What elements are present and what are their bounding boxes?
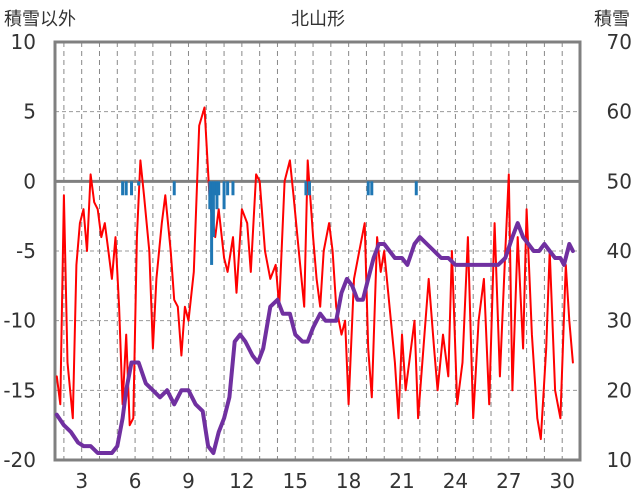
precip-bar bbox=[121, 181, 125, 196]
left-tick-label: 5 bbox=[23, 100, 36, 124]
right-axis-title: 積雪 bbox=[594, 9, 630, 30]
x-tick-label: 9 bbox=[182, 469, 195, 493]
chart-title: 北山形 bbox=[291, 9, 345, 30]
x-tick-label: 12 bbox=[229, 469, 254, 493]
right-tick-label: 20 bbox=[607, 378, 632, 402]
precip-bar bbox=[211, 181, 215, 238]
precip-bar bbox=[370, 181, 374, 196]
right-tick-label: 50 bbox=[607, 169, 632, 193]
series-layer bbox=[54, 106, 575, 455]
precip-bar bbox=[307, 181, 311, 196]
precip-bar bbox=[231, 181, 235, 196]
left-tick-label: 0 bbox=[23, 169, 36, 193]
precip-bar bbox=[130, 181, 134, 196]
snow-depth-line bbox=[54, 221, 575, 455]
precip-bar bbox=[226, 181, 230, 196]
right-tick-label: 10 bbox=[607, 448, 632, 472]
precip-bar bbox=[222, 181, 226, 210]
plot-frame bbox=[53, 40, 582, 462]
precip-bar bbox=[304, 181, 308, 196]
left-tick-label: 10 bbox=[11, 30, 36, 54]
left-tick-label: -15 bbox=[3, 378, 36, 402]
x-tick-label: 6 bbox=[129, 469, 142, 493]
right-tick-label: 70 bbox=[607, 30, 632, 54]
precip-bar bbox=[215, 181, 219, 210]
temperature-line bbox=[55, 106, 574, 441]
right-tick-label: 60 bbox=[607, 100, 632, 124]
x-tick-label: 21 bbox=[389, 469, 414, 493]
right-tick-label: 30 bbox=[607, 309, 632, 333]
precip-bar bbox=[366, 181, 370, 196]
precip-bar bbox=[208, 181, 212, 210]
x-tick-label: 3 bbox=[75, 469, 88, 493]
precip-bar bbox=[137, 181, 141, 186]
precip-bar bbox=[217, 181, 221, 196]
x-tick-label: 15 bbox=[283, 469, 308, 493]
precip-bar bbox=[210, 181, 214, 265]
left-axis-title: 積雪以外 bbox=[4, 9, 76, 30]
x-tick-label: 24 bbox=[443, 469, 468, 493]
precip-bar bbox=[213, 181, 217, 196]
precip-bar bbox=[172, 181, 176, 196]
precip-bar bbox=[414, 181, 418, 196]
left-tick-label: -5 bbox=[16, 239, 36, 263]
right-tick-label: 40 bbox=[607, 239, 632, 263]
left-tick-label: -10 bbox=[3, 309, 36, 333]
x-tick-label: 18 bbox=[336, 469, 361, 493]
x-tick-label: 27 bbox=[496, 469, 521, 493]
left-tick-label: -20 bbox=[3, 448, 36, 472]
precip-bar bbox=[124, 181, 128, 196]
x-tick-label: 30 bbox=[549, 469, 574, 493]
